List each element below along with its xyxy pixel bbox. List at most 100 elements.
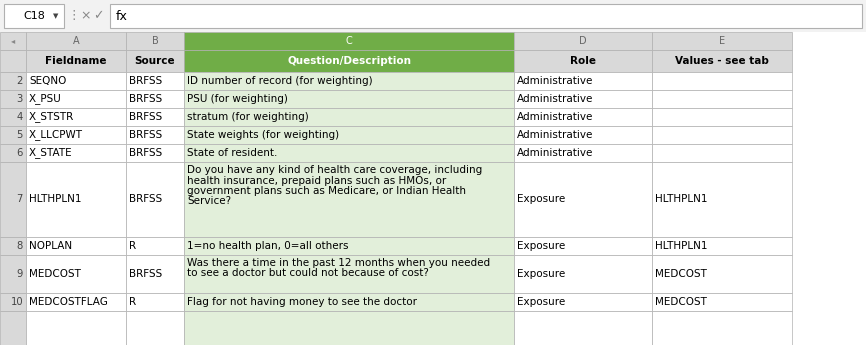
Bar — [184, 255, 514, 293]
Bar — [184, 126, 514, 144]
Text: HLTHPLN1: HLTHPLN1 — [29, 195, 81, 205]
Text: 10: 10 — [10, 297, 23, 307]
Text: 1=no health plan, 0=all others: 1=no health plan, 0=all others — [187, 241, 348, 251]
Bar — [126, 293, 184, 311]
Text: MEDCOSTFLAG: MEDCOSTFLAG — [29, 297, 108, 307]
Text: Service?: Service? — [187, 197, 231, 207]
Bar — [126, 255, 184, 293]
Text: BRFSS: BRFSS — [129, 130, 162, 140]
Bar — [0, 126, 26, 144]
Bar — [184, 162, 514, 237]
Bar — [26, 255, 126, 293]
Bar — [514, 311, 652, 345]
Bar — [514, 144, 652, 162]
Text: D: D — [579, 36, 587, 46]
Text: government plans such as Medicare, or Indian Health: government plans such as Medicare, or In… — [187, 186, 466, 196]
Text: Exposure: Exposure — [517, 241, 565, 251]
Text: health insurance, prepaid plans such as HMOs, or: health insurance, prepaid plans such as … — [187, 176, 446, 186]
Bar — [652, 162, 792, 237]
Bar — [0, 90, 26, 108]
Bar — [184, 237, 514, 255]
Text: BRFSS: BRFSS — [129, 94, 162, 104]
Bar — [514, 32, 652, 50]
Bar — [652, 72, 792, 90]
Bar — [184, 293, 514, 311]
Text: State weights (for weighting): State weights (for weighting) — [187, 130, 339, 140]
Bar — [0, 72, 26, 90]
Text: B: B — [152, 36, 158, 46]
Text: ✓: ✓ — [93, 10, 103, 22]
Bar — [26, 108, 126, 126]
Bar — [514, 293, 652, 311]
Bar — [0, 144, 26, 162]
Bar — [652, 126, 792, 144]
Bar — [652, 108, 792, 126]
Bar — [126, 72, 184, 90]
Text: ×: × — [81, 10, 91, 22]
Text: E: E — [719, 36, 725, 46]
Bar — [26, 90, 126, 108]
Bar — [0, 293, 26, 311]
Bar — [126, 126, 184, 144]
Text: X_STSTR: X_STSTR — [29, 111, 74, 122]
Bar — [126, 32, 184, 50]
Text: Administrative: Administrative — [517, 94, 593, 104]
Bar — [26, 237, 126, 255]
Text: C: C — [346, 36, 352, 46]
Text: HLTHPLN1: HLTHPLN1 — [655, 241, 708, 251]
Text: PSU (for weighting): PSU (for weighting) — [187, 94, 288, 104]
Bar — [26, 311, 126, 345]
Text: Fieldname: Fieldname — [45, 56, 107, 66]
Text: BRFSS: BRFSS — [129, 269, 162, 279]
Text: Do you have any kind of health care coverage, including: Do you have any kind of health care cove… — [187, 165, 482, 175]
Bar — [184, 311, 514, 345]
Text: NOPLAN: NOPLAN — [29, 241, 72, 251]
Bar — [184, 50, 514, 72]
Bar — [26, 72, 126, 90]
Text: 7: 7 — [16, 195, 23, 205]
Text: stratum (for weighting): stratum (for weighting) — [187, 112, 309, 122]
Text: Exposure: Exposure — [517, 195, 565, 205]
Text: BRFSS: BRFSS — [129, 112, 162, 122]
Text: 5: 5 — [16, 130, 23, 140]
Text: ▼: ▼ — [54, 13, 59, 19]
Bar — [514, 162, 652, 237]
Bar — [514, 90, 652, 108]
Text: ID number of record (for weighting): ID number of record (for weighting) — [187, 76, 372, 86]
Bar — [110, 4, 862, 28]
Bar — [0, 237, 26, 255]
Bar — [0, 311, 26, 345]
Bar — [184, 144, 514, 162]
Text: 6: 6 — [16, 148, 23, 158]
Bar — [26, 126, 126, 144]
Text: X_STATE: X_STATE — [29, 148, 73, 158]
Bar — [184, 90, 514, 108]
Bar — [652, 293, 792, 311]
Bar — [514, 50, 652, 72]
Text: 8: 8 — [16, 241, 23, 251]
Text: Was there a time in the past 12 months when you needed: Was there a time in the past 12 months w… — [187, 258, 490, 268]
Text: Administrative: Administrative — [517, 148, 593, 158]
Bar — [0, 108, 26, 126]
Bar — [26, 32, 126, 50]
Bar — [126, 162, 184, 237]
Text: C18: C18 — [23, 11, 45, 21]
Text: Question/Description: Question/Description — [287, 56, 411, 66]
Bar — [652, 255, 792, 293]
Bar — [0, 50, 26, 72]
Text: 4: 4 — [16, 112, 23, 122]
Text: BRFSS: BRFSS — [129, 76, 162, 86]
Bar — [514, 255, 652, 293]
Bar — [184, 72, 514, 90]
Bar — [26, 162, 126, 237]
Bar — [126, 237, 184, 255]
Text: A: A — [73, 36, 80, 46]
Bar — [652, 50, 792, 72]
Text: Exposure: Exposure — [517, 297, 565, 307]
Text: Source: Source — [135, 56, 175, 66]
Bar — [652, 311, 792, 345]
Bar — [0, 255, 26, 293]
Bar — [184, 108, 514, 126]
Text: Exposure: Exposure — [517, 269, 565, 279]
Text: ◂: ◂ — [11, 37, 15, 46]
